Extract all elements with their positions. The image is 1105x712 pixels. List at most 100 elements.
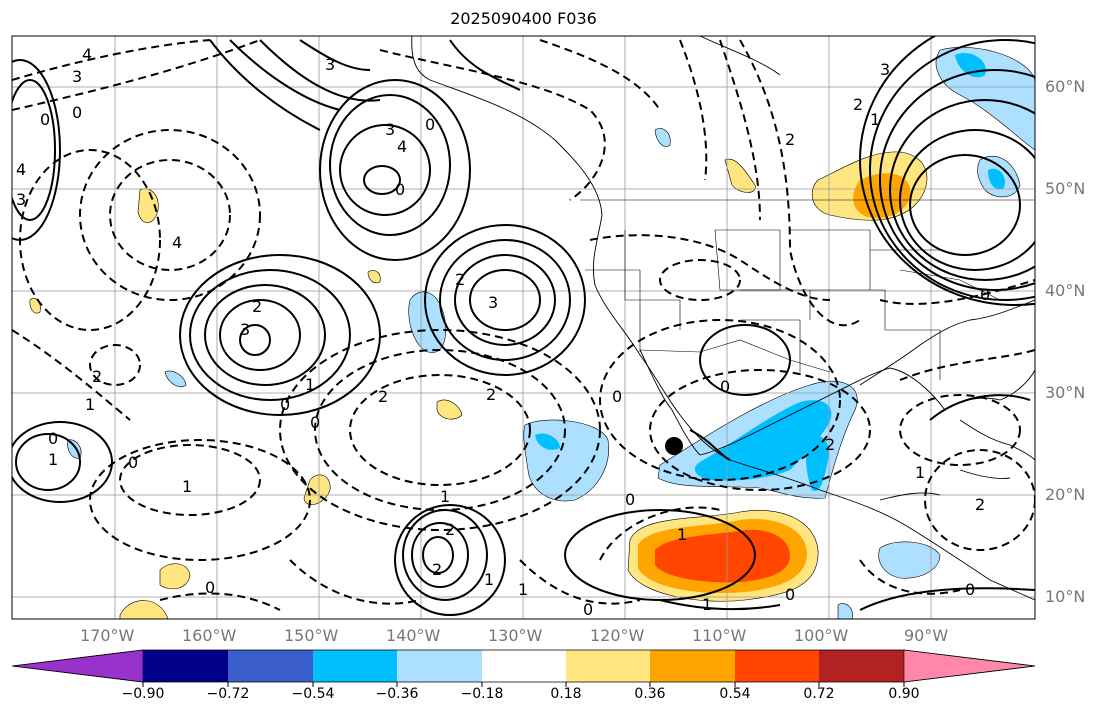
lat-label: 60°N [1045, 77, 1086, 96]
shaded-regions [29, 47, 1035, 619]
contour-label: 0 [612, 387, 622, 406]
map-frame [11, 35, 1036, 620]
colorbar-segment [819, 650, 904, 682]
contour-label: 4 [397, 137, 407, 156]
contour-label: 3 [240, 320, 250, 339]
colorbar-tick-label: −0.72 [206, 686, 250, 702]
positive-anomaly-region [655, 529, 790, 583]
colorbar-segment [735, 650, 819, 682]
colorbar-segment [566, 650, 650, 682]
positive-anomaly-region [303, 474, 331, 505]
positive-anomaly-region [29, 298, 41, 314]
lon-label: 100°W [794, 626, 849, 645]
negative-contours [12, 39, 1035, 611]
map-background [12, 36, 1035, 619]
lon-label: 170°W [80, 626, 135, 645]
contour-label: 1 [48, 450, 58, 469]
contour-label: 2 [445, 520, 455, 539]
contour-label: 0 [425, 115, 435, 134]
contour-label: 0 [72, 103, 82, 122]
contour-label: 1 [870, 110, 880, 129]
colorbar-tick-label: −0.36 [375, 686, 419, 702]
lon-label: 130°W [488, 626, 543, 645]
lon-label: 150°W [284, 626, 339, 645]
lat-label: 20°N [1045, 485, 1086, 504]
colorbar-tick-label: −0.54 [291, 686, 335, 702]
contour-label: 1 [484, 570, 494, 589]
positive-anomaly-region [367, 270, 381, 284]
negative-anomaly-region [535, 433, 560, 450]
lon-label: 140°W [386, 626, 441, 645]
contour-label: 4 [16, 160, 26, 179]
graticule [12, 36, 1035, 619]
contour-label: 2 [975, 495, 985, 514]
colorbar-tick-label: 0.54 [719, 686, 751, 702]
contour-label: 2 [92, 367, 102, 386]
colorbar-segment [650, 650, 735, 682]
contour-label: 3 [72, 67, 82, 86]
lat-label: 50°N [1045, 179, 1086, 198]
lon-label: 110°W [692, 626, 747, 645]
contour-label: 0 [395, 180, 405, 199]
contour-labels: 4 3 0 4 3 0 3 4 0 3 0 4 2 2 3 3 0 0 2 1 … [16, 45, 990, 619]
contour-label: 3 [385, 120, 395, 139]
contour-label: 3 [880, 60, 890, 79]
contour-label: 0 [583, 600, 593, 619]
colorbar-tick-label: −0.18 [460, 686, 504, 702]
contour-label: 2 [486, 385, 496, 404]
contour-label: 2 [252, 297, 262, 316]
map-title: 2025090400 F036 [450, 9, 597, 28]
colorbar-extend-high [903, 649, 1036, 683]
contour-label: 3 [488, 293, 498, 312]
colorbar-segment [143, 650, 228, 682]
contour-label: 4 [172, 233, 182, 252]
contour-label: 2 [432, 560, 442, 579]
contour-label: 2 [455, 270, 465, 289]
colorbar-segment [482, 650, 566, 682]
contour-label: 2 [378, 387, 388, 406]
contour-label: 0 [965, 580, 975, 599]
negative-anomaly-region [988, 168, 1005, 190]
contour-label: 0 [625, 490, 635, 509]
positive-contours [12, 36, 1035, 616]
contour-label: 1 [305, 375, 315, 394]
negative-anomaly-region [164, 370, 187, 388]
contour-label: 1 [702, 595, 712, 614]
negative-anomaly-region [805, 436, 829, 491]
colorbar [11, 649, 1036, 687]
colorbar-segment [313, 650, 397, 682]
contour-label: 0 [128, 453, 138, 472]
contour-label: 3 [325, 55, 335, 74]
negative-anomaly-region [837, 603, 853, 619]
colorbar-tick-label: 0.36 [634, 686, 666, 702]
lat-label: 10°N [1045, 587, 1086, 606]
contour-label: 2 [825, 435, 835, 454]
contour-label: 0 [720, 377, 730, 396]
negative-anomaly-region [935, 47, 1035, 151]
positive-anomaly-region [159, 563, 191, 590]
contour-label: 0 [48, 429, 58, 448]
colorbar-tick-label: 0.18 [550, 686, 582, 702]
colorbar-tick-label: 0.90 [888, 686, 920, 702]
contour-label: 2 [785, 130, 795, 149]
contour-label: 2 [853, 95, 863, 114]
colorbar-segment [397, 650, 482, 682]
negative-anomaly-region [878, 541, 941, 579]
lat-label: 40°N [1045, 281, 1086, 300]
lon-label: 90°W [904, 626, 949, 645]
lat-label: 30°N [1045, 383, 1086, 402]
contour-label: 0 [205, 578, 215, 597]
contour-label: 0 [785, 585, 795, 604]
lon-label: 160°W [182, 626, 237, 645]
colorbar-segment [228, 650, 313, 682]
contour-label: 1 [677, 525, 687, 544]
colorbar-tick-label: 0.72 [803, 686, 835, 702]
contour-label: 0 [980, 285, 990, 304]
positive-anomaly-region [436, 399, 463, 420]
contour-label: 1 [915, 463, 925, 482]
contour-label: 1 [518, 580, 528, 599]
contour-label: 0 [310, 413, 320, 432]
lon-label: 120°W [590, 626, 645, 645]
contour-label: 4 [82, 45, 92, 64]
